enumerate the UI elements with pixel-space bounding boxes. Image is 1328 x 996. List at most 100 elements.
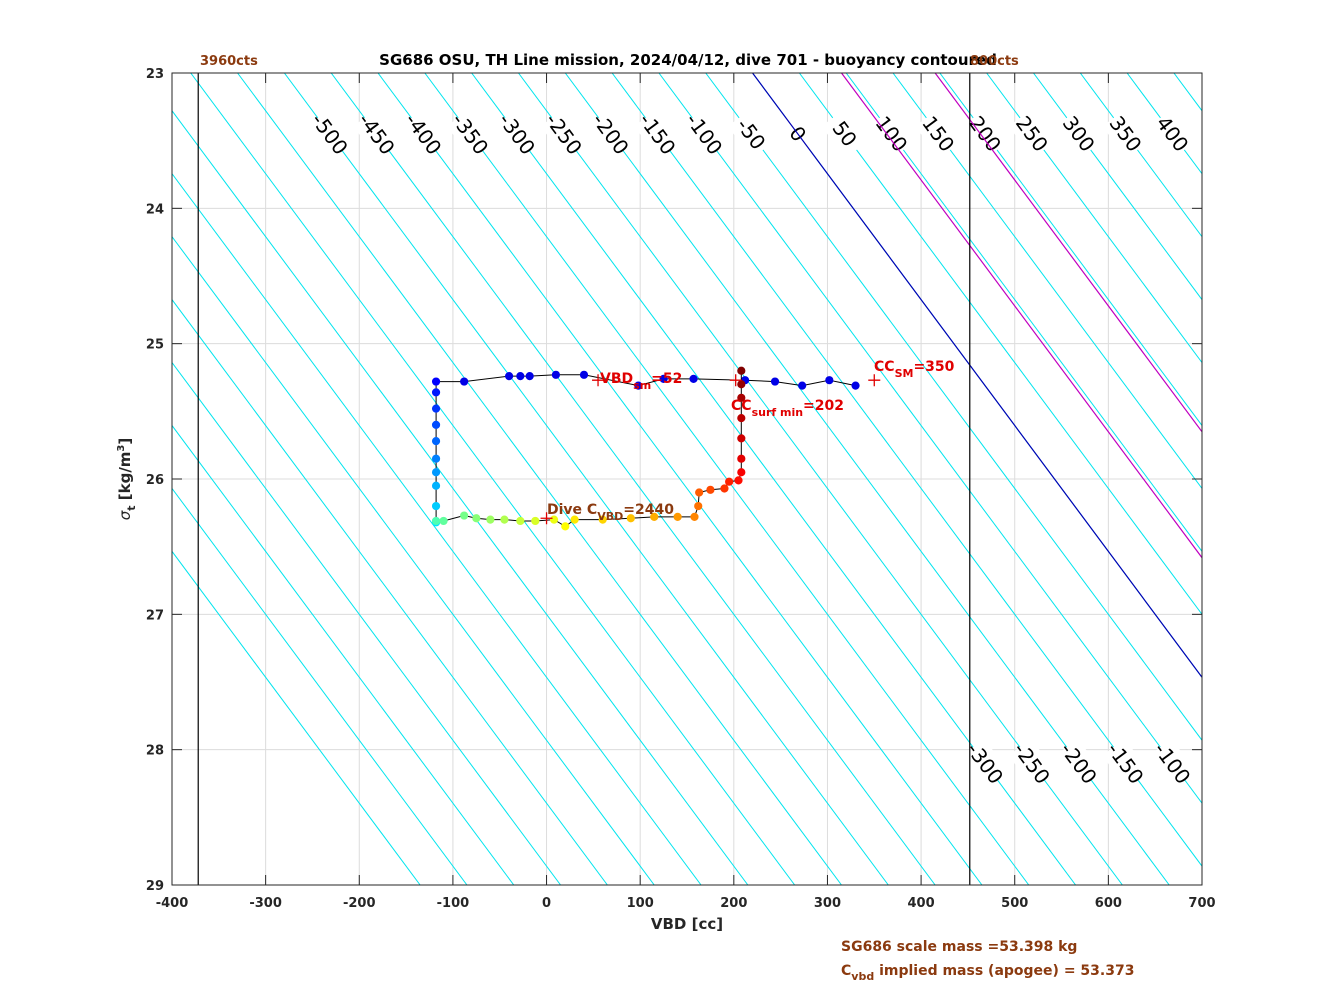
axis-ticks: -400 -300 -200 -100 0 100 200 300 400 500 600 700 23… <box>146 67 1216 911</box>
buoyancy-contour <box>377 73 983 885</box>
cc-marker <box>540 512 553 525</box>
data-point <box>737 366 746 375</box>
cc-surf-min-annotation: CCsurf min=202 <box>731 398 844 419</box>
cc-marker <box>729 374 742 387</box>
contour-label: 250 <box>1011 111 1053 156</box>
data-point <box>460 377 469 386</box>
contour-label-bg <box>868 109 915 159</box>
buoyancy-contour <box>283 73 889 885</box>
vbd-max-counts-label: 800cts <box>970 54 1019 69</box>
x-tick-label: 700 <box>1188 896 1215 911</box>
data-point <box>689 374 698 383</box>
buoyancy-contour <box>845 73 1202 553</box>
contour-label-bg <box>493 109 541 159</box>
data-point <box>579 370 589 379</box>
contour-label-bg <box>915 109 962 159</box>
x-tick-label: -100 <box>437 896 470 911</box>
data-point <box>431 516 441 526</box>
contour-label: 200 <box>964 111 1006 156</box>
y-tick-label: 28 <box>146 744 164 759</box>
buoyancy-contour <box>172 487 468 885</box>
buoyancy-contour <box>172 298 608 885</box>
data-point <box>431 501 441 511</box>
data-point <box>570 515 579 524</box>
data-point <box>531 516 540 526</box>
data-point <box>431 454 441 463</box>
x-tick-label: 100 <box>627 896 654 911</box>
buoyancy-contour <box>172 424 515 885</box>
contour-label-bg <box>1008 738 1055 788</box>
data-point <box>634 381 643 390</box>
data-point <box>551 370 561 379</box>
contour-label-bg <box>961 738 1009 788</box>
data-point <box>439 516 448 526</box>
contour-label-bg <box>540 109 587 159</box>
dive-cvbd-annotation: Dive CVBD=2440 <box>547 502 674 523</box>
cc-marker <box>592 374 605 387</box>
data-point <box>472 514 481 523</box>
contour-label: 150 <box>917 111 959 156</box>
data-point <box>431 437 441 446</box>
data-point <box>516 372 525 381</box>
x-tick-label: -200 <box>343 896 376 911</box>
buoyancy-contour <box>330 73 936 885</box>
buoyancy-contour <box>237 73 842 885</box>
data-point <box>737 380 746 389</box>
data-point <box>720 484 729 493</box>
y-axis-label: σt [kg/m3] <box>116 438 138 521</box>
contour-label-bg <box>821 109 868 159</box>
contour-label-bg <box>1008 109 1056 159</box>
buoyancy-contour <box>1268 73 1328 885</box>
x-tick-label: 300 <box>814 896 841 911</box>
buoyancy-contour <box>172 361 561 885</box>
x-axis-label: VBD [cc] <box>651 915 723 933</box>
x-tick-label: 500 <box>1001 896 1028 911</box>
x-tick-label: 0 <box>542 896 551 911</box>
data-point <box>516 516 525 526</box>
data-point <box>659 374 668 383</box>
data-point <box>486 515 495 524</box>
contour-label: 350 <box>1105 111 1147 156</box>
data-point <box>504 372 514 381</box>
reference-line <box>841 73 1202 559</box>
data-point <box>734 476 743 485</box>
cc-sm-annotation: CCSM=350 <box>874 359 955 380</box>
data-point <box>673 512 682 521</box>
x-tick-label: 600 <box>1095 896 1122 911</box>
vbd-min-counts-label: 3960cts <box>200 54 258 69</box>
contour-label: 100 <box>870 111 912 156</box>
contour-label-bg <box>353 109 400 159</box>
x-tick-label: -400 <box>156 896 189 911</box>
buoyancy-contour <box>798 73 1202 616</box>
y-tick-label: 29 <box>146 879 164 894</box>
vbd-limit-lines <box>197 73 971 885</box>
data-series <box>431 366 860 531</box>
data-point <box>737 434 746 443</box>
contour-label-bg <box>1055 109 1102 159</box>
data-point <box>725 477 734 486</box>
data-point <box>690 512 699 521</box>
contour-label-bg <box>1102 738 1149 788</box>
data-point <box>825 376 834 385</box>
data-point <box>694 501 703 511</box>
series-line <box>435 374 856 523</box>
data-point <box>798 381 807 390</box>
buoyancy-contour <box>190 73 796 885</box>
buoyancy-contours <box>172 73 1328 885</box>
contour-label-bg <box>306 109 353 159</box>
reference-lines <box>752 73 1202 679</box>
data-point <box>737 414 746 423</box>
data-point <box>431 388 441 397</box>
buoyancy-contour <box>172 550 421 885</box>
data-point <box>460 511 469 520</box>
data-point <box>431 404 441 413</box>
buoyancy-contour <box>939 73 1202 427</box>
buoyancy-contour <box>172 235 655 885</box>
contour-label-bg <box>446 109 494 159</box>
data-point <box>431 420 441 429</box>
data-point <box>737 393 746 402</box>
reference-line <box>752 73 1202 679</box>
cc-markers <box>540 374 881 525</box>
data-point <box>561 522 570 531</box>
